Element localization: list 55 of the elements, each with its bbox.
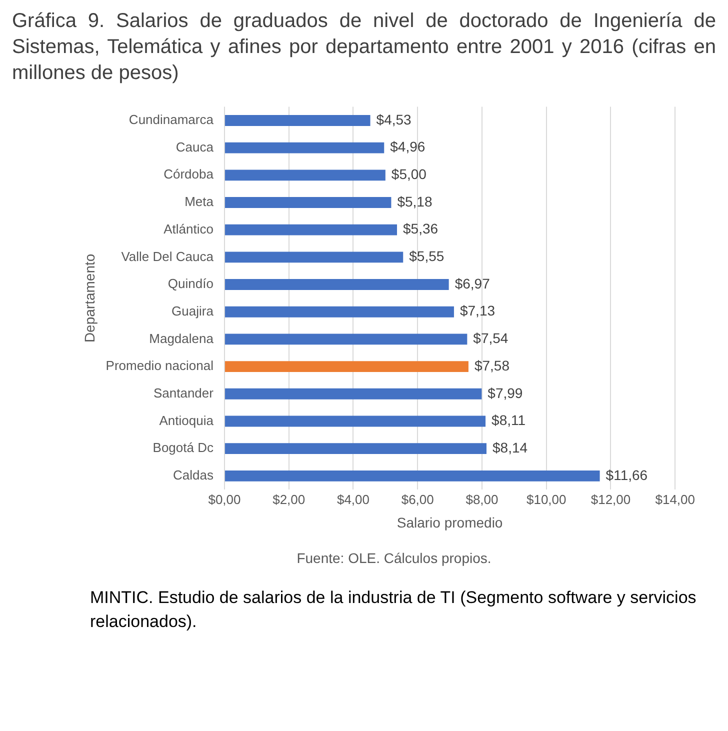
data-label: $5,00	[391, 166, 427, 182]
x-tick-label: $14,00	[655, 492, 695, 507]
data-label: $5,18	[397, 193, 432, 210]
y-tick-label: Córdoba	[164, 166, 214, 182]
data-label: $7,99	[488, 384, 523, 401]
x-tick-label: $6,00	[401, 492, 434, 507]
y-tick-label: Magdalena	[149, 330, 214, 346]
bar	[224, 334, 468, 345]
y-tick-label: Valle Del Cauca	[121, 248, 214, 264]
bar	[224, 197, 392, 208]
data-label: $7,58	[474, 357, 510, 374]
text: MINTIC. Estudio de salarios de la industria de TI (Segmento software y servicios relacionados).	[90, 587, 698, 633]
bar	[224, 224, 398, 236]
x-tick-label: $12,00	[590, 492, 631, 507]
data-label: $8,11	[492, 412, 526, 428]
y-tick-label: Guajira	[172, 303, 214, 318]
data-label: $5,36	[403, 220, 438, 237]
bar	[224, 279, 449, 290]
data-label: $6,97	[454, 275, 490, 292]
bar	[224, 361, 468, 372]
data-label: $11,66	[606, 466, 648, 483]
data-label: $8,14	[492, 439, 528, 456]
data-label: $7,54	[473, 330, 508, 346]
y-tick-label: Santander	[153, 385, 214, 400]
bar	[224, 142, 384, 154]
data-label: $4,53	[376, 111, 412, 128]
y-tick-label: Cauca	[176, 139, 214, 154]
y-tick-label: Meta	[184, 194, 214, 210]
bar	[224, 388, 482, 400]
x-tick-label: $0,00	[208, 492, 241, 507]
y-tick-label: Cundinamarca	[128, 112, 214, 128]
bar	[224, 170, 386, 181]
bar	[224, 252, 404, 263]
x-tick-label: $8,00	[466, 492, 498, 507]
bar	[224, 115, 370, 126]
y-tick-label: Caldas	[173, 468, 214, 483]
source-note: Fuente: OLE. Cálculos propios.	[296, 550, 492, 566]
data-label: $4,96	[390, 138, 426, 155]
chart-title: Gráfica 9. Salarios de graduados de nivel de doctorado de Ingeniería de Sistemas, Telemática y afines por departamento entre 2001 y 2016 (cifras en millones de pesos)	[12, 9, 716, 86]
x-tick-label: $4,00	[336, 492, 370, 507]
x-axis-title: Salario promedio	[396, 514, 503, 530]
bar	[224, 470, 600, 482]
y-tick-label: Quindío	[168, 276, 214, 292]
bar	[224, 306, 454, 318]
y-tick-label: Atlántico	[164, 221, 214, 236]
x-tick-label: $2,00	[272, 492, 306, 507]
bar	[224, 416, 486, 427]
bar	[224, 443, 486, 454]
data-label: $5,55	[409, 248, 444, 264]
y-tick-label: Promedio nacional	[106, 358, 214, 374]
y-axis-title: Departamento	[81, 254, 98, 343]
data-label: $7,13	[460, 302, 496, 319]
y-tick-label: Bogotá Dc	[152, 440, 214, 456]
x-tick-label: $10,00	[526, 492, 566, 507]
y-tick-label: Antioquia	[159, 412, 214, 428]
